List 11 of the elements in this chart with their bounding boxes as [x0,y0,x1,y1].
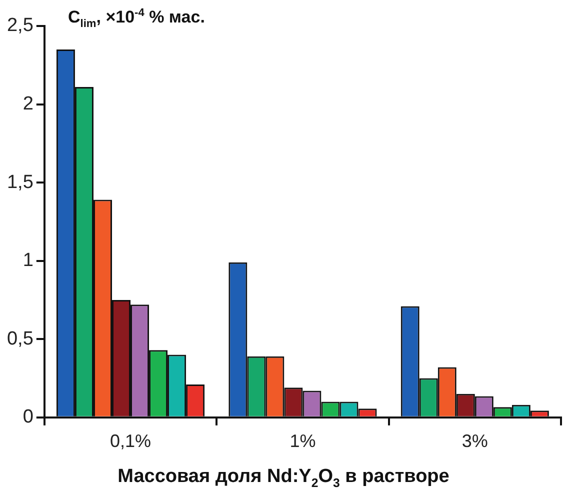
y-tick-label: 1 [22,250,34,272]
x-axis-title: Массовая доля Nd:Y$_{2}$O$_{3}$ в растворе [116,466,450,490]
x-tick-label: 0,1% [110,431,152,452]
y-tick-label: 1,5 [6,172,34,193]
y-axis-title: C$_{lim}$, ×10$^{-4}$ % мас. [68,6,205,32]
x-tick-label: 3% [462,431,488,452]
y-tick-label: 0,5 [6,328,34,350]
y-tick-label: 2 [22,94,34,115]
y-tick-label: 2,5 [6,15,34,36]
x-tick-label: 1% [290,431,316,452]
y-tick-label: 0 [22,406,34,428]
